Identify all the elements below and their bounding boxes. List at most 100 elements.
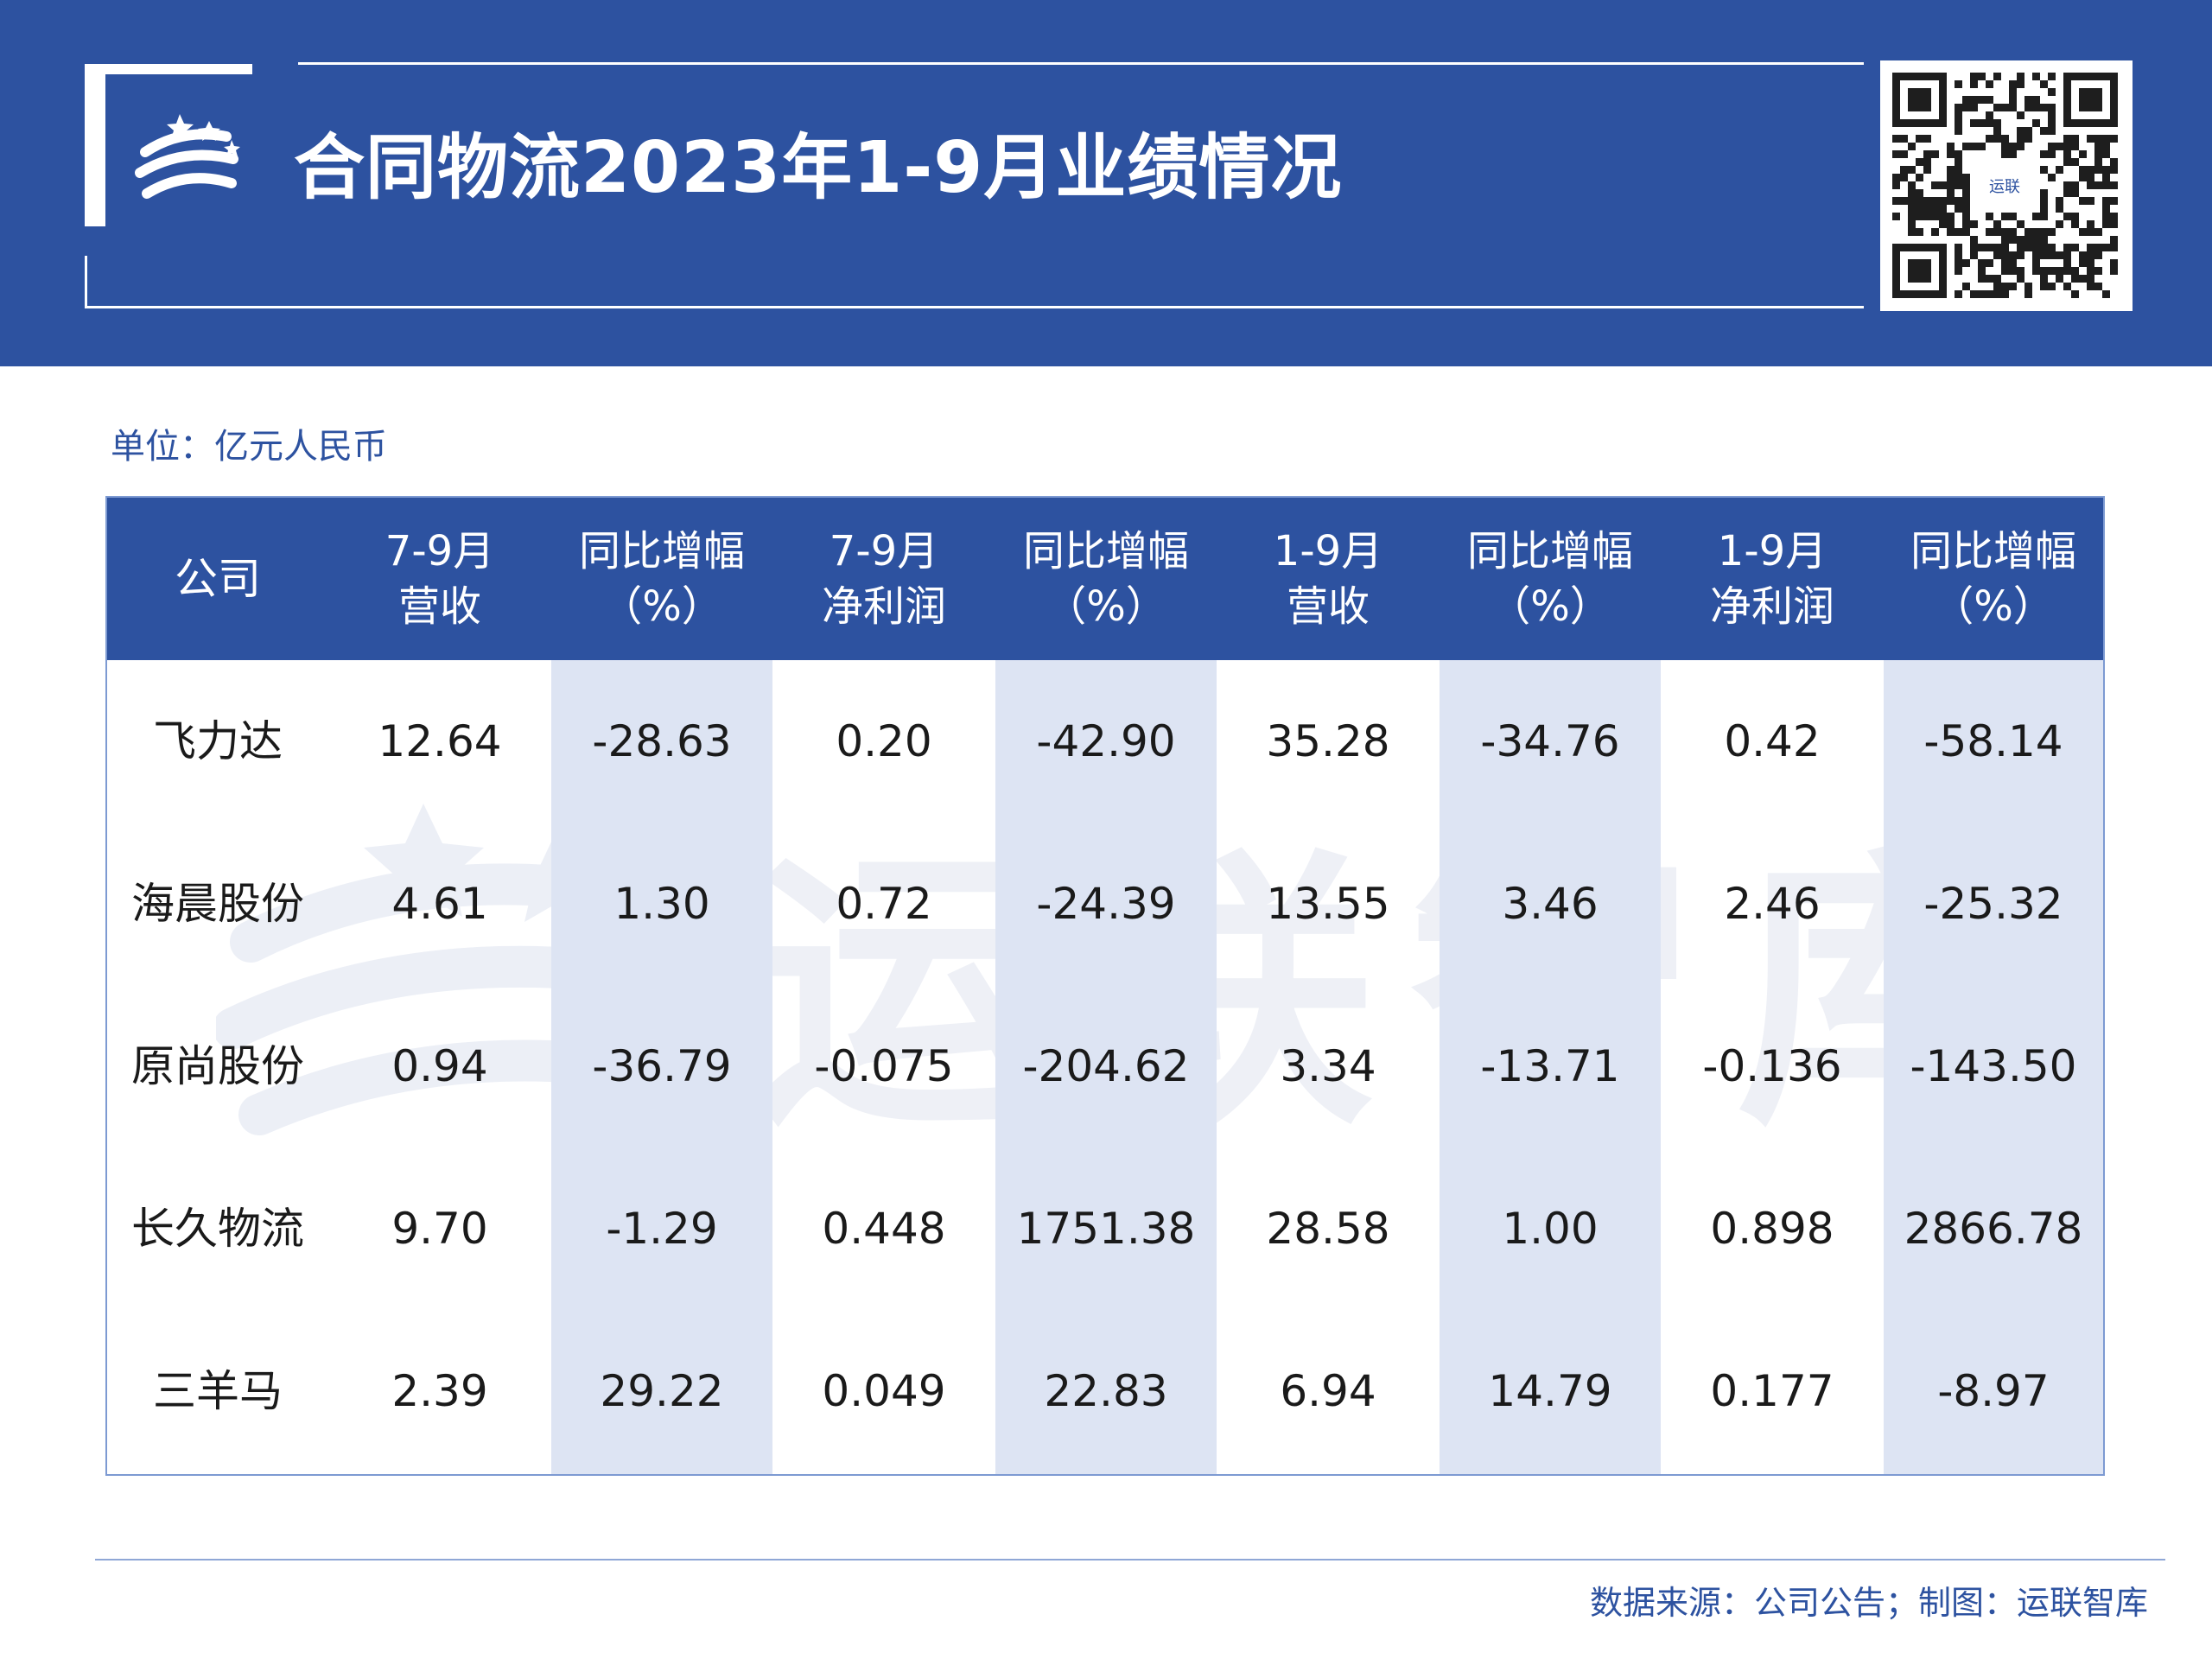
table-cell: 6.94 bbox=[1280, 1366, 1376, 1416]
table-cell: 0.177 bbox=[1710, 1366, 1834, 1416]
header-line: 同比增幅 bbox=[1910, 527, 2076, 575]
table-cell: 14.79 bbox=[1488, 1366, 1612, 1416]
table-row: 原尚股份 0.94 -36.79 -0.075 -204.62 3.34 -13… bbox=[107, 985, 2103, 1147]
table-cell: 0.448 bbox=[822, 1204, 946, 1254]
company-name: 原尚股份 bbox=[131, 1041, 304, 1091]
frame-corner-top bbox=[85, 64, 252, 74]
column-header-q3-revenue-yoy: 同比增幅 （%） bbox=[551, 498, 772, 660]
table-cell: -204.62 bbox=[1022, 1041, 1190, 1091]
header-line: 1-9月 bbox=[1717, 527, 1827, 575]
header-banner: 合同物流2023年1-9月业绩情况 运联 bbox=[0, 0, 2212, 366]
header-line: （%） bbox=[1932, 582, 2055, 631]
table-cell: -34.76 bbox=[1480, 716, 1620, 766]
table-cell: -36.79 bbox=[592, 1041, 732, 1091]
table-cell: 1751.38 bbox=[1016, 1204, 1196, 1254]
table-cell: -0.075 bbox=[814, 1041, 954, 1091]
column-shade bbox=[1440, 660, 1661, 1474]
table-cell: -24.39 bbox=[1036, 879, 1176, 929]
table-cell: -42.90 bbox=[1036, 716, 1176, 766]
column-header-company: 公司 bbox=[107, 498, 328, 660]
table-cell: 1.00 bbox=[1502, 1204, 1599, 1254]
column-shade bbox=[551, 660, 772, 1474]
header-line: （%） bbox=[1489, 582, 1611, 631]
footer-divider bbox=[95, 1559, 2165, 1560]
table-cell: 3.46 bbox=[1502, 879, 1599, 929]
header-line: 净利润 bbox=[1709, 582, 1834, 631]
company-name: 飞力达 bbox=[153, 716, 283, 766]
table-cell: 2.46 bbox=[1724, 879, 1821, 929]
table-cell: -13.71 bbox=[1480, 1041, 1620, 1091]
brand-logo-icon bbox=[135, 114, 240, 199]
header-line: 同比增幅 bbox=[1022, 527, 1189, 575]
company-name: 三羊马 bbox=[153, 1366, 283, 1416]
table-cell: 2.39 bbox=[391, 1366, 488, 1416]
header-line: （%） bbox=[601, 582, 723, 631]
table-cell: 0.049 bbox=[822, 1366, 946, 1416]
qr-code-icon: 运联 bbox=[1892, 73, 2118, 298]
column-shade bbox=[1884, 660, 2103, 1474]
table-cell: -8.97 bbox=[1937, 1366, 2050, 1416]
table-row: 长久物流 9.70 -1.29 0.448 1751.38 28.58 1.00… bbox=[107, 1147, 2103, 1310]
company-name: 长久物流 bbox=[131, 1204, 304, 1254]
company-name: 海晨股份 bbox=[131, 879, 304, 929]
header-line: 营收 bbox=[1286, 582, 1370, 631]
qr-modules bbox=[1892, 73, 2118, 298]
table-cell: 13.55 bbox=[1266, 879, 1390, 929]
frame-line-left bbox=[85, 256, 87, 308]
table-cell: 0.898 bbox=[1710, 1204, 1834, 1254]
header-line: 同比增幅 bbox=[578, 527, 745, 575]
header-line: 7-9月 bbox=[385, 527, 495, 575]
header-line: 同比增幅 bbox=[1466, 527, 1633, 575]
header-line: 净利润 bbox=[821, 582, 946, 631]
table-cell: 0.42 bbox=[1724, 716, 1821, 766]
header-line: 7-9月 bbox=[829, 527, 939, 575]
qr-finder bbox=[1908, 259, 1931, 283]
page-title: 合同物流2023年1-9月业绩情况 bbox=[294, 127, 1343, 209]
frame-line-top bbox=[298, 62, 1864, 65]
unit-label: 单位：亿元人民币 bbox=[111, 427, 387, 467]
table-cell: 12.64 bbox=[378, 716, 502, 766]
table-cell: 0.20 bbox=[836, 716, 932, 766]
table-cell: 2866.78 bbox=[1904, 1204, 2083, 1254]
table-cell: -0.136 bbox=[1702, 1041, 1842, 1091]
header-line: （%） bbox=[1045, 582, 1167, 631]
table-cell: 3.34 bbox=[1280, 1041, 1376, 1091]
table-row: 飞力达 12.64 -28.63 0.20 -42.90 35.28 -34.7… bbox=[107, 660, 2103, 823]
table-cell: 29.22 bbox=[600, 1366, 724, 1416]
column-header-q3-net-profit-yoy: 同比增幅 （%） bbox=[995, 498, 1217, 660]
qr-finder bbox=[2079, 88, 2102, 111]
table-cell: 28.58 bbox=[1266, 1204, 1390, 1254]
qr-finder bbox=[1908, 88, 1931, 111]
table-cell: 4.61 bbox=[391, 879, 488, 929]
qr-code[interactable]: 运联 bbox=[1880, 60, 2133, 311]
qr-logo-text: 运联 bbox=[1989, 178, 2020, 196]
table-cell: 22.83 bbox=[1044, 1366, 1168, 1416]
frame-corner-left bbox=[85, 64, 105, 226]
performance-table: 公司 7-9月 营收 同比增幅 （%） 7-9月 净利润 同比增幅 （%） 1-… bbox=[105, 496, 2105, 1476]
table-cell: 0.94 bbox=[391, 1041, 488, 1091]
table-cell: -143.50 bbox=[1910, 1041, 2077, 1091]
header-line: 公司 bbox=[175, 554, 261, 604]
header-line: 1-9月 bbox=[1273, 527, 1383, 575]
table-cell: 0.72 bbox=[836, 879, 932, 929]
table-cell: 9.70 bbox=[391, 1204, 488, 1254]
table-cell: 1.30 bbox=[613, 879, 710, 929]
column-shade bbox=[995, 660, 1217, 1474]
table-cell: -58.14 bbox=[1923, 716, 2063, 766]
table-cell: -1.29 bbox=[606, 1204, 718, 1254]
column-header-ytd-net-profit: 1-9月 净利润 bbox=[1661, 498, 1884, 660]
table-cell: -25.32 bbox=[1923, 879, 2063, 929]
column-header-q3-net-profit: 7-9月 净利润 bbox=[772, 498, 995, 660]
table-row: 三羊马 2.39 29.22 0.049 22.83 6.94 14.79 0.… bbox=[107, 1310, 2103, 1472]
table-row: 海晨股份 4.61 1.30 0.72 -24.39 13.55 3.46 2.… bbox=[107, 823, 2103, 985]
column-header-ytd-revenue: 1-9月 营收 bbox=[1217, 498, 1440, 660]
source-note: 数据来源：公司公告；制图：运联智库 bbox=[1589, 1584, 2148, 1622]
column-header-ytd-revenue-yoy: 同比增幅 （%） bbox=[1440, 498, 1661, 660]
qr-center-badge bbox=[1974, 166, 2036, 205]
header-line: 营收 bbox=[397, 582, 481, 631]
table-cell: 35.28 bbox=[1266, 716, 1390, 766]
column-header-ytd-net-profit-yoy: 同比增幅 （%） bbox=[1884, 498, 2103, 660]
column-header-q3-revenue: 7-9月 营收 bbox=[328, 498, 551, 660]
table-cell: -28.63 bbox=[592, 716, 732, 766]
frame-line-bottom bbox=[85, 306, 1864, 308]
